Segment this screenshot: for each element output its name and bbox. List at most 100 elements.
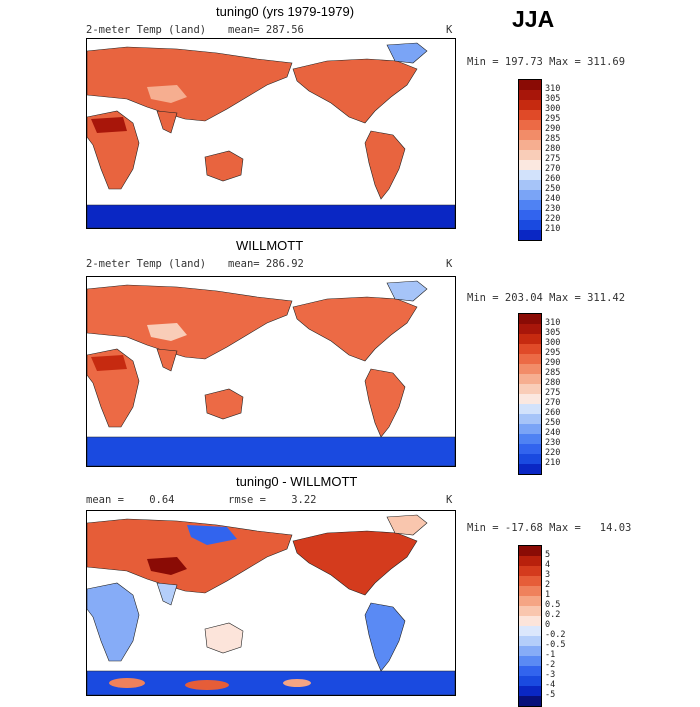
colorbar-swatch xyxy=(519,546,541,556)
colorbar-tick-label: 230 xyxy=(545,204,561,214)
panel2-units: K xyxy=(446,258,453,270)
colorbar-swatch xyxy=(519,434,541,444)
colorbar-swatch xyxy=(519,424,541,434)
panel2-variable: 2-meter Temp (land) xyxy=(86,258,207,270)
colorbar-tick-label: -0.5 xyxy=(545,640,566,650)
panel3-colorbar-labels: 5 4 3 2 1 0.5 0.2 0 -0.2 -0.5 -1 -2 -3 -4 -5 xyxy=(545,550,565,700)
panel1-minmax: Min = 197.73 Max = 311.69 xyxy=(467,56,626,68)
australia-landmass xyxy=(204,622,244,654)
colorbar-swatch xyxy=(519,586,541,596)
colorbar-tick-label: 285 xyxy=(545,134,561,144)
colorbar-tick-label: 280 xyxy=(545,144,561,154)
colorbar-tick-label: 5 xyxy=(545,550,551,560)
colorbar-swatch xyxy=(519,90,541,100)
greenland-landmass xyxy=(386,280,428,302)
panel3-minmax: Min = -17.68 Max = 14.03 xyxy=(467,522,632,534)
colorbar-tick-label: 285 xyxy=(545,368,561,378)
north-america-landmass xyxy=(292,296,418,362)
panel1-units: K xyxy=(446,24,453,36)
eurasia-landmass xyxy=(87,284,293,360)
panel1-colorbar xyxy=(518,79,542,241)
panel3-rmse: rmse = 3.22 xyxy=(228,494,317,506)
colorbar-tick-label: 4 xyxy=(545,560,551,570)
colorbar-tick-label: 210 xyxy=(545,224,561,234)
africa-landmass xyxy=(87,582,140,662)
colorbar-swatch xyxy=(519,220,541,230)
colorbar-tick-label: 0.5 xyxy=(545,600,561,610)
colorbar-swatch xyxy=(519,150,541,160)
colorbar-swatch xyxy=(519,626,541,636)
colorbar-tick-label: 310 xyxy=(545,318,561,328)
south-america-landmass xyxy=(364,602,406,672)
colorbar-swatch xyxy=(519,160,541,170)
south-america-landmass xyxy=(364,130,406,200)
colorbar-tick-label: 250 xyxy=(545,184,561,194)
colorbar-tick-label: -0.2 xyxy=(545,630,566,640)
colorbar-tick-label: 270 xyxy=(545,398,561,408)
colorbar-tick-label: -5 xyxy=(545,690,556,700)
colorbar-tick-label: 220 xyxy=(545,214,561,224)
colorbar-swatch xyxy=(519,556,541,566)
colorbar-swatch xyxy=(519,230,541,240)
panel2-colorbar-labels: 310 305 300 295 290 285 280 275 270 260 250 240 230 2… xyxy=(545,318,560,468)
antarctica-landmass xyxy=(87,436,455,466)
colorbar-tick-label: 305 xyxy=(545,328,561,338)
colorbar-swatch xyxy=(519,606,541,616)
antarctica-landmass xyxy=(87,670,455,695)
sahara-hot-region xyxy=(91,355,127,371)
colorbar-swatch xyxy=(519,696,541,706)
colorbar-swatch xyxy=(519,454,541,464)
colorbar-tick-label: 210 xyxy=(545,458,561,468)
antarctica-warm-patch-2 xyxy=(185,680,229,690)
panel1-map xyxy=(86,38,456,229)
colorbar-swatch xyxy=(519,80,541,90)
colorbar-tick-label: 2 xyxy=(545,580,551,590)
colorbar-swatch xyxy=(519,404,541,414)
colorbar-tick-label: -3 xyxy=(545,670,556,680)
colorbar-tick-label: 0 xyxy=(545,620,551,630)
colorbar-swatch xyxy=(519,676,541,686)
colorbar-tick-label: 275 xyxy=(545,388,561,398)
panel2-mean: mean= 286.92 xyxy=(228,258,304,270)
colorbar-swatch xyxy=(519,636,541,646)
colorbar-swatch xyxy=(519,656,541,666)
colorbar-swatch xyxy=(519,314,541,324)
colorbar-tick-label: -1 xyxy=(545,650,556,660)
panel3-map xyxy=(86,510,456,696)
colorbar-swatch xyxy=(519,120,541,130)
north-america-landmass xyxy=(292,530,418,596)
panel3-mean: mean = 0.64 xyxy=(86,494,175,506)
colorbar-swatch xyxy=(519,566,541,576)
panel1-map-svg xyxy=(87,42,455,228)
panel1-colorbar-labels: 310 305 300 295 290 285 280 275 270 260 250 240 230 2… xyxy=(545,84,560,234)
panel1-mean: mean= 287.56 xyxy=(228,24,304,36)
colorbar-swatch xyxy=(519,344,541,354)
colorbar-swatch xyxy=(519,334,541,344)
panel2-map-svg xyxy=(87,280,455,466)
colorbar-swatch xyxy=(519,140,541,150)
colorbar-tick-label: 260 xyxy=(545,174,561,184)
colorbar-swatch xyxy=(519,374,541,384)
colorbar-tick-label: 300 xyxy=(545,338,561,348)
antarctica-warm-patch xyxy=(109,678,145,688)
antarctica-warm-patch-3 xyxy=(283,679,311,687)
panel3-title: tuning0 - WILLMOTT xyxy=(236,474,358,489)
colorbar-swatch xyxy=(519,686,541,696)
colorbar-tick-label: 240 xyxy=(545,428,561,438)
panel1-variable: 2-meter Temp (land) xyxy=(86,24,207,36)
colorbar-tick-label: 260 xyxy=(545,408,561,418)
colorbar-swatch xyxy=(519,616,541,626)
colorbar-tick-label: -2 xyxy=(545,660,556,670)
india-landmass xyxy=(156,110,178,134)
eurasia-landmass xyxy=(87,518,293,594)
colorbar-swatch xyxy=(519,200,541,210)
colorbar-swatch xyxy=(519,464,541,474)
sahara-hot-region xyxy=(91,117,127,133)
colorbar-swatch xyxy=(519,324,541,334)
colorbar-swatch xyxy=(519,210,541,220)
colorbar-tick-label: 280 xyxy=(545,378,561,388)
colorbar-tick-label: 290 xyxy=(545,358,561,368)
panel3-units: K xyxy=(446,494,453,506)
colorbar-swatch xyxy=(519,364,541,374)
colorbar-swatch xyxy=(519,444,541,454)
